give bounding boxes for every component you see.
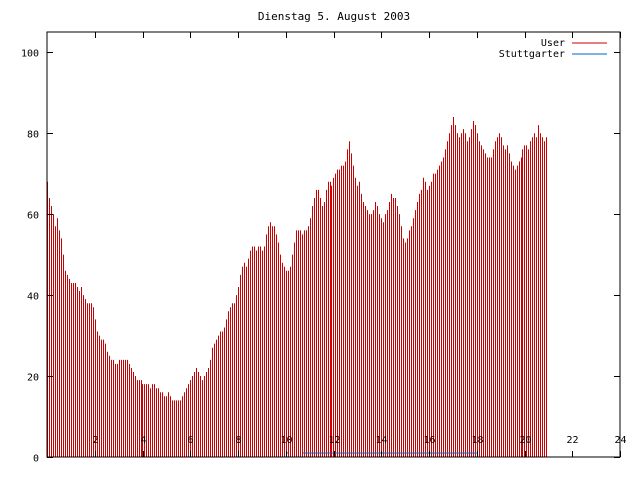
x-tick-label: 22 bbox=[566, 435, 578, 446]
x-tick-label: 2 bbox=[92, 435, 98, 446]
x-tick-label: 6 bbox=[187, 435, 193, 446]
y-tick-label: 60 bbox=[27, 211, 39, 222]
plot-frame bbox=[46, 31, 621, 458]
chart-title: Dienstag 5. August 2003 bbox=[258, 10, 410, 23]
x-tick-label: 16 bbox=[423, 435, 435, 446]
legend-label-stuttgarter: Stuttgarter bbox=[499, 49, 565, 60]
y-tick-label: 80 bbox=[27, 130, 39, 141]
x-tick-label: 4 bbox=[140, 435, 146, 446]
legend: User Stuttgarter bbox=[499, 38, 607, 60]
plot-area bbox=[47, 117, 547, 457]
x-tick-label: 20 bbox=[519, 435, 531, 446]
x-tick-label: 10 bbox=[280, 435, 292, 446]
legend-label-user: User bbox=[541, 38, 565, 49]
y-tick-label: 0 bbox=[33, 454, 39, 465]
x-tick-label: 14 bbox=[375, 435, 387, 446]
x-tick-label: 18 bbox=[471, 435, 483, 446]
x-tick-label: 8 bbox=[235, 435, 241, 446]
y-tick-label: 20 bbox=[27, 373, 39, 384]
x-tick-label: 24 bbox=[614, 435, 626, 446]
x-tick-label: 12 bbox=[328, 435, 340, 446]
y-tick-label: 40 bbox=[27, 292, 39, 303]
y-tick-label: 100 bbox=[21, 49, 39, 60]
